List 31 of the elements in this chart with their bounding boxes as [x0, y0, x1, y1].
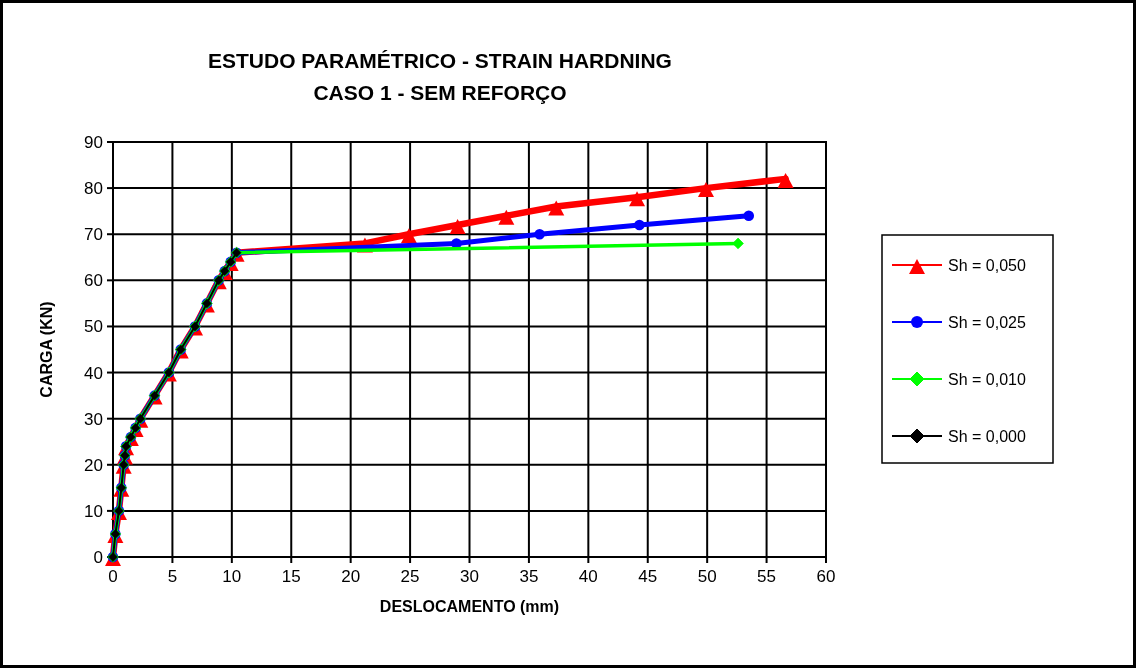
y-tick-label: 20 — [84, 455, 103, 475]
x-tick-label: 30 — [460, 567, 479, 586]
y-axis-title: CARGA (KN) — [38, 301, 55, 398]
legend-label: Sh = 0,000 — [948, 428, 1026, 445]
x-tick-label: 25 — [400, 567, 420, 586]
x-tick-label: 55 — [757, 567, 777, 586]
x-tick-label: 20 — [341, 567, 361, 586]
y-tick-label: 50 — [84, 317, 103, 337]
y-tick-label: 40 — [84, 363, 103, 383]
y-tick-label: 90 — [84, 133, 103, 152]
legend-label: Sh = 0,025 — [948, 314, 1026, 331]
chart-subtitle: CASO 1 - SEM REFORÇO — [313, 81, 567, 104]
x-tick-label: 5 — [167, 567, 178, 586]
y-tick-label: 70 — [84, 225, 103, 245]
x-tick-label: 35 — [519, 567, 539, 586]
x-tick-label: 50 — [697, 567, 717, 586]
legend-label: Sh = 0,010 — [948, 371, 1026, 388]
x-tick-label: 15 — [281, 567, 301, 586]
x-axis-title: DESLOCAMENTO (mm) — [379, 598, 560, 615]
x-tick-label: 45 — [638, 567, 658, 586]
y-tick-label: 30 — [84, 409, 103, 429]
y-tick-label: 80 — [84, 179, 103, 199]
y-tick-label: 10 — [84, 501, 103, 521]
legend-label: Sh = 0,050 — [948, 257, 1026, 274]
x-tick-label: 60 — [816, 567, 836, 586]
y-tick-label: 0 — [93, 548, 103, 567]
chart-title: ESTUDO PARAMÉTRICO - STRAIN HARDNING — [208, 49, 672, 72]
x-tick-label: 10 — [222, 567, 242, 586]
x-tick-label: 0 — [108, 567, 118, 586]
x-tick-label: 40 — [578, 567, 598, 586]
y-tick-label: 60 — [84, 271, 103, 291]
